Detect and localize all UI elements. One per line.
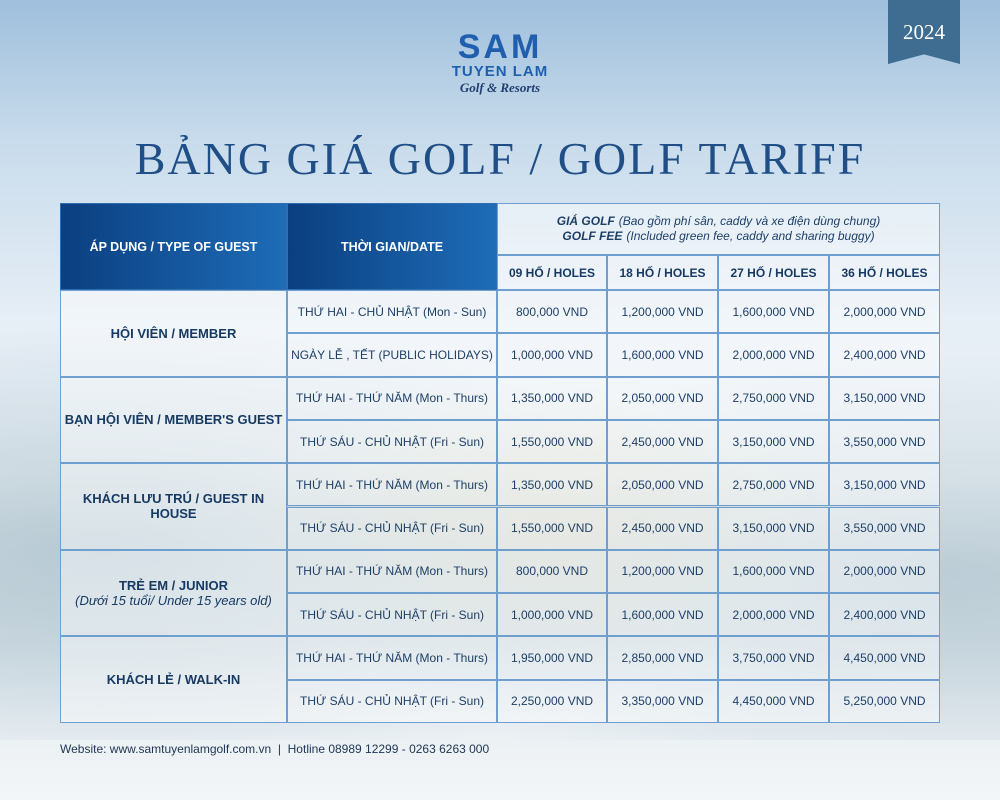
date-cell: THỨ HAI - CHỦ NHẬT (Mon - Sun) [287,290,497,334]
logo-name: SAM [457,28,543,66]
date-cell: THỨ SÁU - CHỦ NHẬT (Fri - Sun) [287,593,497,637]
guest-cell: BẠN HỘI VIÊN / MEMBER'S GUEST [60,376,287,464]
fee-header: GIÁ GOLF (Bao gồm phí sân, caddy và xe đi… [497,203,940,255]
footer: Website: www.samtuyenlamgolf.com.vn | Ho… [60,742,490,756]
title: BẢNG GIÁ GOLF / GOLF TARIFF [134,133,866,184]
price-cell: 1,350,000 VND [497,376,607,420]
logo-sub: TUYEN LAM [451,63,549,80]
price-cell: 3,150,000 VND [718,419,829,464]
price-cell: 2,400,000 VND [829,593,940,637]
price-cell: 4,450,000 VND [829,636,940,680]
price-cell: 2,450,000 VND [607,419,718,464]
hole-header: 27 HỐ / HOLES [718,255,829,290]
price-cell: 1,950,000 VND [497,636,607,680]
price-cell: 1,550,000 VND [497,506,607,550]
price-cell: 1,000,000 VND [497,333,607,377]
date-cell: NGÀY LỄ , TẾT (PUBLIC HOLIDAYS) [287,333,497,377]
price-cell: 1,550,000 VND [497,419,607,464]
fee-header-note: (Included green fee, caddy and sharing b… [626,229,875,243]
price-cell: 800,000 VND [497,549,607,594]
price-cell: 1,600,000 VND [718,290,829,334]
price-cell: 800,000 VND [497,290,607,334]
date-header: THỜI GIAN/DATE [287,203,497,290]
price-cell: 2,000,000 VND [829,290,940,334]
price-cell: 2,450,000 VND [607,506,718,550]
price-cell: 3,750,000 VND [718,636,829,680]
price-cell: 2,000,000 VND [718,593,829,637]
guest-name: BẠN HỘI VIÊN / MEMBER'S GUEST [64,412,283,428]
year-badge: 2024 [888,0,960,64]
fee-header-bold: GIÁ GOLF [556,214,615,228]
price-cell: 3,150,000 VND [829,376,940,420]
hole-header: 36 HỐ / HOLES [829,255,940,290]
price-cell: 2,750,000 VND [718,376,829,420]
price-cell: 3,550,000 VND [829,506,940,550]
price-cell: 1,600,000 VND [718,549,829,594]
price-cell: 2,750,000 VND [718,463,829,507]
date-cell: THỨ HAI - THỨ NĂM (Mon - Thurs) [287,463,497,507]
price-cell: 2,850,000 VND [607,636,718,680]
logo-tag: Golf & Resorts [459,80,541,95]
price-cell: 1,350,000 VND [497,463,607,507]
guest-name: HỘI VIÊN / MEMBER [110,325,237,341]
price-cell: 2,250,000 VND [497,679,607,723]
price-cell: 1,600,000 VND [607,593,718,637]
price-cell: 4,450,000 VND [718,679,829,723]
hole-header: 18 HỐ / HOLES [607,255,718,290]
fee-header-line: GIÁ GOLF (Bao gồm phí sân, caddy và xe đi… [557,214,881,229]
price-cell: 1,200,000 VND [607,290,718,334]
price-cell: 1,000,000 VND [497,593,607,637]
hole-header: 09 HỐ / HOLES [497,255,607,290]
price-cell: 3,150,000 VND [829,463,940,507]
price-cell: 3,150,000 VND [718,506,829,550]
guest-cell: HỘI VIÊN / MEMBER [60,290,287,377]
price-cell: 1,200,000 VND [607,549,718,594]
guest-cell: TRẺ EM / JUNIOR (Dưới 15 tuổi/ Under 15 y… [60,549,287,637]
price-cell: 5,250,000 VND [829,679,940,723]
guest-name: KHÁCH LƯU TRÚ / GUEST IN HOUSE [82,491,265,522]
price-cell: 2,050,000 VND [607,463,718,507]
guest-name: KHÁCH LẺ / WALK-IN [106,672,241,688]
guest-header: ÁP DỤNG / TYPE OF GUEST [60,203,287,290]
price-cell: 1,600,000 VND [607,333,718,377]
date-cell: THỨ HAI - THỨ NĂM (Mon - Thurs) [287,549,497,594]
guest-name: TRẺ EM / JUNIOR [118,578,229,594]
price-cell: 2,400,000 VND [829,333,940,377]
fee-header-bold: GOLF FEE [562,229,623,243]
fee-header-line: GOLF FEE (Included green fee, caddy and s… [562,229,874,244]
logo: SAM TUYEN LAM Golf & Resorts [400,30,600,96]
guest-note: (Dưới 15 tuổi/ Under 15 years old) [75,593,272,609]
fee-header-note: (Bao gồm phí sân, caddy và xe điện dùng … [618,214,881,228]
price-cell: 3,550,000 VND [829,419,940,464]
date-cell: THỨ SÁU - CHỦ NHẬT (Fri - Sun) [287,679,497,723]
date-cell: THỨ SÁU - CHỦ NHẬT (Fri - Sun) [287,506,497,550]
date-cell: THỨ HAI - THỨ NĂM (Mon - Thurs) [287,376,497,420]
guest-cell: KHÁCH LƯU TRÚ / GUEST IN HOUSE [60,463,287,550]
date-cell: THỨ SÁU - CHỦ NHẬT (Fri - Sun) [287,419,497,464]
date-cell: THỨ HAI - THỨ NĂM (Mon - Thurs) [287,636,497,680]
price-cell: 2,000,000 VND [718,333,829,377]
price-cell: 2,000,000 VND [829,549,940,594]
price-cell: 3,350,000 VND [607,679,718,723]
guest-cell: KHÁCH LẺ / WALK-IN [60,636,287,723]
price-cell: 2,050,000 VND [607,376,718,420]
